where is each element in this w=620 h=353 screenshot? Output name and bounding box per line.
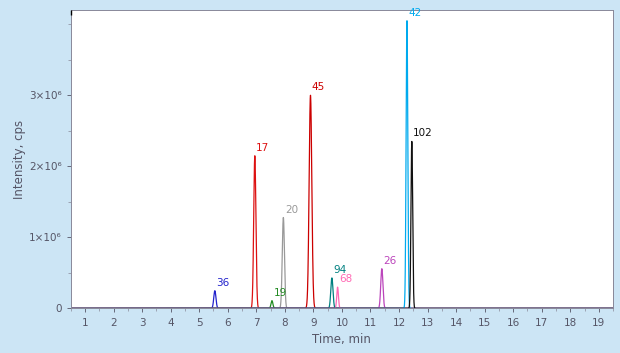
Text: 20: 20 [285, 204, 298, 215]
Text: 36: 36 [216, 278, 229, 288]
Text: 94: 94 [334, 265, 347, 275]
Text: 19: 19 [273, 288, 286, 298]
Text: 45: 45 [312, 82, 325, 92]
X-axis label: Time, min: Time, min [312, 333, 371, 346]
Text: 42: 42 [409, 8, 422, 18]
Text: 68: 68 [339, 274, 352, 284]
Text: 17: 17 [256, 143, 270, 153]
Text: 26: 26 [383, 256, 397, 266]
Text: 102: 102 [414, 128, 433, 138]
Y-axis label: Intensity, cps: Intensity, cps [13, 120, 26, 199]
